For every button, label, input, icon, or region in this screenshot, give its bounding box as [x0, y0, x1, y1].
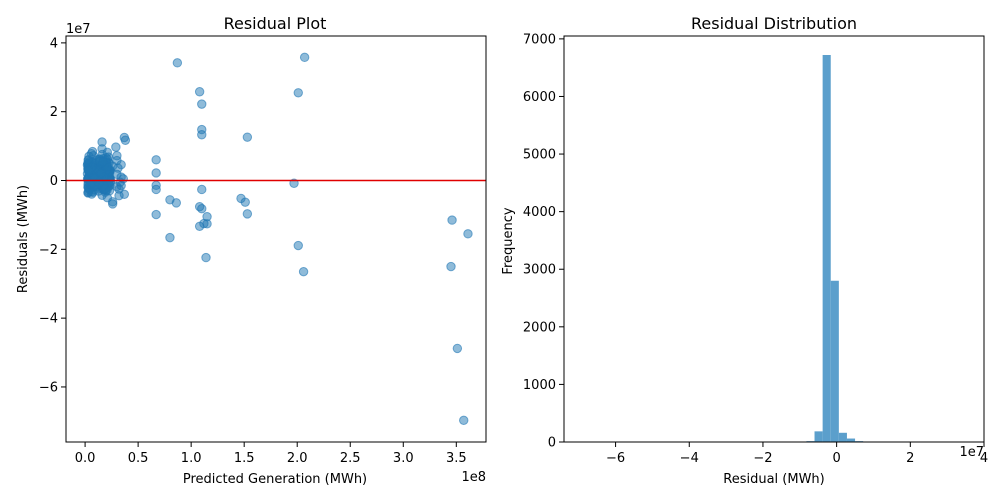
residual-plot-y-axis-label: Residuals (MWh) [16, 185, 31, 293]
x-tick-label: 2.5 [340, 451, 361, 466]
y-tick-label: 5000 [523, 148, 556, 163]
residual-point [197, 184, 207, 195]
y-tick-label: 0 [50, 174, 58, 189]
x-tick-label: −6 [606, 451, 625, 466]
x-tick-label: 3.0 [393, 451, 414, 466]
y-tick-label: 0 [548, 436, 556, 451]
residual-point [151, 184, 161, 195]
residual-point [447, 215, 457, 225]
residual-point [194, 221, 205, 231]
histogram-bar [838, 432, 847, 442]
y-tick-label: −4 [39, 312, 58, 327]
residual-point [151, 155, 161, 165]
residual-distribution-frame [563, 35, 985, 443]
residual-point [299, 52, 310, 63]
y-tick-label: 2 [50, 105, 58, 120]
y-tick-label: 7000 [523, 32, 556, 47]
x-tick-label: −2 [753, 451, 772, 466]
x-tick-label: 0 [832, 451, 840, 466]
residual-point [201, 252, 211, 263]
residual-point [120, 135, 131, 145]
residual-point [197, 130, 207, 140]
y-tick-label: 1000 [523, 378, 556, 393]
histogram-bar [846, 438, 856, 442]
residual-point [86, 148, 97, 159]
residual-point [151, 209, 161, 220]
residual-point [151, 168, 161, 178]
x-tick-label: 2 [906, 451, 914, 466]
histogram-bar [830, 280, 839, 442]
residual-point [446, 261, 456, 272]
residual-point [172, 58, 183, 68]
x-tick-label: 4 [980, 451, 988, 466]
residual-point [94, 177, 104, 187]
residual-distribution-y-axis-label: Frequency [501, 207, 516, 274]
histogram-bars [806, 55, 864, 442]
y-tick-label: −6 [39, 380, 58, 395]
x-tick-label: 1.5 [234, 451, 255, 466]
residual-point [242, 132, 253, 142]
histogram-bar [822, 55, 831, 442]
residual-distribution-x-offset-label: 1e7 [959, 445, 984, 460]
residual-plot-x-axis-label: Predicted Generation (MWh) [183, 472, 367, 487]
y-tick-label: 6000 [523, 90, 556, 105]
x-tick-label: −4 [680, 451, 699, 466]
residual-point [165, 232, 175, 243]
x-tick-label: 3.5 [446, 451, 467, 466]
y-tick-label: −2 [39, 243, 58, 258]
residual-plot-title: Residual Plot [224, 14, 327, 33]
residual-point [242, 209, 253, 219]
residual-plot-y-offset-label: 1e7 [66, 22, 91, 37]
residual-point [240, 197, 250, 207]
x-tick-label: 0.0 [75, 451, 96, 466]
residual-point [194, 87, 205, 97]
residual-plot: Residual Plot 1e7 0.0 0.5 1.0 1.5 2.0 2.5 3.0 3… [16, 14, 487, 487]
residual-distribution-x-ticks: −6 −4 −2 0 2 4 [606, 442, 988, 466]
x-tick-label: 2.0 [287, 451, 308, 466]
residual-plot-x-offset-label: 1e8 [461, 470, 486, 485]
residual-point [197, 99, 207, 109]
residual-point [293, 240, 303, 251]
residual-points [82, 52, 473, 426]
residual-plot-x-ticks: 0.0 0.5 1.0 1.5 2.0 2.5 3.0 3.5 [75, 442, 467, 466]
y-tick-label: 4 [50, 36, 58, 51]
residual-point [293, 88, 303, 98]
y-tick-label: 3000 [523, 263, 556, 278]
y-tick-label: 2000 [523, 320, 556, 335]
x-tick-label: 0.5 [128, 451, 149, 466]
residual-distribution-y-ticks: 0 1000 2000 3000 4000 5000 6000 7000 [523, 32, 564, 451]
residual-point [104, 186, 115, 196]
residual-point [463, 229, 473, 239]
residual-distribution-x-axis-label: Residual (MWh) [723, 472, 825, 487]
residual-point [96, 168, 106, 179]
residual-point [171, 198, 182, 208]
residual-point [107, 199, 118, 209]
residual-plot-frame [65, 35, 487, 443]
residual-plot-y-ticks: −6 −4 −2 0 2 4 [39, 36, 66, 395]
residual-point [452, 343, 463, 354]
histogram-bar [814, 431, 823, 442]
x-tick-label: 1.0 [181, 451, 202, 466]
residual-point [298, 266, 309, 277]
residual-point [459, 415, 469, 426]
residual-point [114, 190, 124, 201]
residual-point [197, 204, 207, 214]
residual-point [111, 142, 121, 152]
residual-point [83, 165, 94, 176]
y-tick-label: 4000 [523, 205, 556, 220]
residual-distribution-title: Residual Distribution [691, 14, 857, 33]
residual-distribution: Residual Distribution −6 −4 −2 0 2 4 0 1000 200… [501, 14, 988, 487]
residual-point [98, 156, 108, 167]
